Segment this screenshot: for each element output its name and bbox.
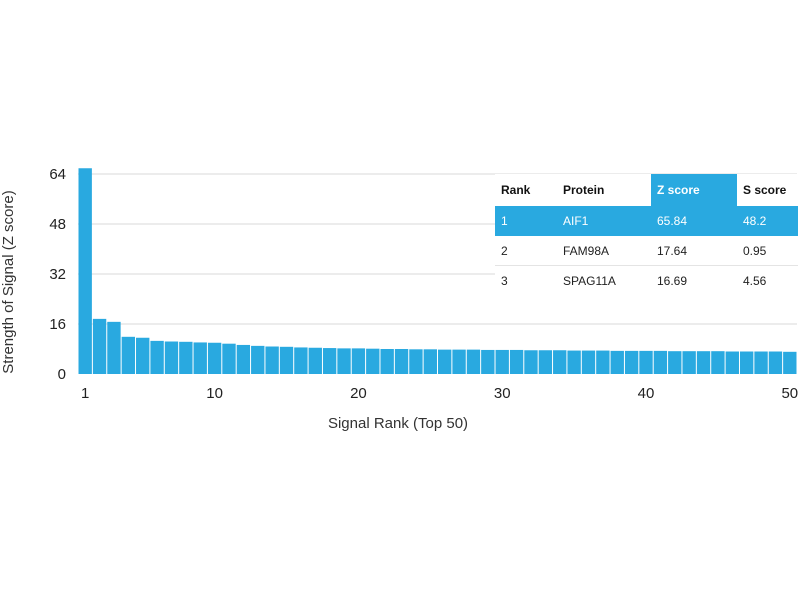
signal-table: Rank Protein Z score S score 1 AIF1 65.8… — [495, 174, 798, 295]
bar-rank-16 — [294, 347, 308, 374]
bar-rank-24 — [409, 349, 423, 374]
bar-rank-35 — [567, 350, 581, 374]
bar-rank-45 — [711, 351, 725, 374]
bar-rank-6 — [150, 340, 164, 374]
bar-rank-49 — [768, 351, 783, 374]
bar-rank-22 — [380, 349, 394, 374]
bar-rank-4 — [121, 336, 136, 374]
header-rank: Rank — [501, 183, 531, 197]
bar-rank-26 — [438, 349, 452, 374]
bar-rank-3 — [107, 321, 121, 374]
header-protein: Protein — [563, 183, 605, 197]
bar-rank-32 — [524, 350, 538, 374]
table-row: 2 FAM98A 17.64 0.95 — [495, 235, 798, 266]
cell-protein: FAM98A — [557, 235, 651, 266]
bar-rank-33 — [538, 350, 553, 374]
bar-rank-13 — [251, 345, 265, 374]
bar-rank-21 — [366, 348, 380, 374]
bar-rank-50 — [783, 351, 797, 374]
y-tick-label: 32 — [49, 266, 66, 283]
cell-s-score: 48.2 — [737, 206, 798, 236]
bar-rank-31 — [509, 349, 524, 374]
table-row: 1 AIF1 65.84 48.2 — [495, 206, 798, 236]
bar-rank-9 — [193, 342, 207, 374]
bar-rank-44 — [696, 351, 711, 374]
bar-rank-15 — [279, 346, 294, 374]
x-tick-label: 50 — [781, 385, 798, 402]
bar-rank-29 — [481, 349, 495, 374]
bar-rank-34 — [553, 350, 567, 374]
x-tick-label: 1 — [81, 385, 89, 402]
table-header-row: Rank Protein Z score S score — [495, 174, 798, 206]
bar-rank-41 — [653, 350, 668, 374]
cell-protein: SPAG11A — [563, 273, 616, 288]
bar-rank-23 — [394, 349, 409, 374]
bars — [78, 168, 797, 374]
bar-rank-48 — [754, 351, 768, 374]
y-tick-label: 48 — [49, 216, 66, 233]
bar-rank-28 — [466, 349, 481, 374]
bar-rank-1 — [78, 168, 92, 374]
bar-rank-25 — [423, 349, 437, 374]
y-tick-label: 16 — [49, 316, 66, 333]
cell-rank: 3 — [501, 273, 508, 288]
x-tick-label: 20 — [350, 385, 367, 402]
bar-rank-20 — [351, 348, 366, 374]
bar-rank-42 — [668, 351, 682, 374]
bar-rank-40 — [639, 350, 653, 374]
cell-s-score: 0.95 — [737, 235, 798, 266]
header-z-score: Z score — [651, 174, 737, 206]
bar-rank-14 — [265, 346, 279, 374]
x-tick-label: 40 — [638, 385, 655, 402]
signal-table-panel: Rank Protein Z score S score 1 AIF1 65.8… — [495, 174, 798, 295]
bar-rank-30 — [495, 349, 509, 374]
cell-rank: 1 — [495, 206, 557, 236]
header-s-score: S score — [743, 183, 787, 197]
bar-rank-46 — [725, 351, 739, 374]
bar-rank-8 — [179, 341, 193, 374]
bar-rank-10 — [207, 342, 222, 374]
x-tick-label: 10 — [206, 385, 223, 402]
cell-z-score: 65.84 — [651, 206, 737, 236]
bar-rank-12 — [236, 344, 251, 374]
cell-s-score: 4.56 — [743, 273, 767, 288]
x-axis-title: Signal Rank (Top 50) — [328, 415, 468, 432]
bar-rank-39 — [624, 350, 639, 374]
bar-rank-36 — [581, 350, 596, 374]
bar-rank-5 — [136, 337, 150, 374]
cell-protein: AIF1 — [557, 206, 651, 236]
bar-rank-37 — [596, 350, 610, 374]
cell-z-score: 17.64 — [651, 235, 737, 266]
bar-rank-18 — [322, 348, 337, 374]
bar-rank-43 — [682, 351, 696, 374]
bar-rank-47 — [739, 351, 754, 374]
bar-rank-17 — [308, 347, 322, 374]
table-row: 3 SPAG11A 16.69 4.56 — [495, 266, 798, 296]
bar-rank-38 — [610, 350, 624, 374]
y-tick-label: 64 — [49, 166, 66, 183]
bar-rank-27 — [452, 349, 466, 374]
bar-rank-2 — [92, 318, 107, 374]
cell-z-score: 16.69 — [657, 273, 688, 288]
bar-rank-11 — [222, 343, 236, 374]
bar-rank-19 — [337, 348, 351, 374]
cell-rank: 2 — [495, 235, 557, 266]
y-axis-title: Strength of Signal (Z score) — [0, 190, 17, 373]
x-tick-label: 30 — [494, 385, 511, 402]
y-tick-label: 0 — [58, 366, 66, 383]
bar-rank-7 — [164, 341, 179, 374]
